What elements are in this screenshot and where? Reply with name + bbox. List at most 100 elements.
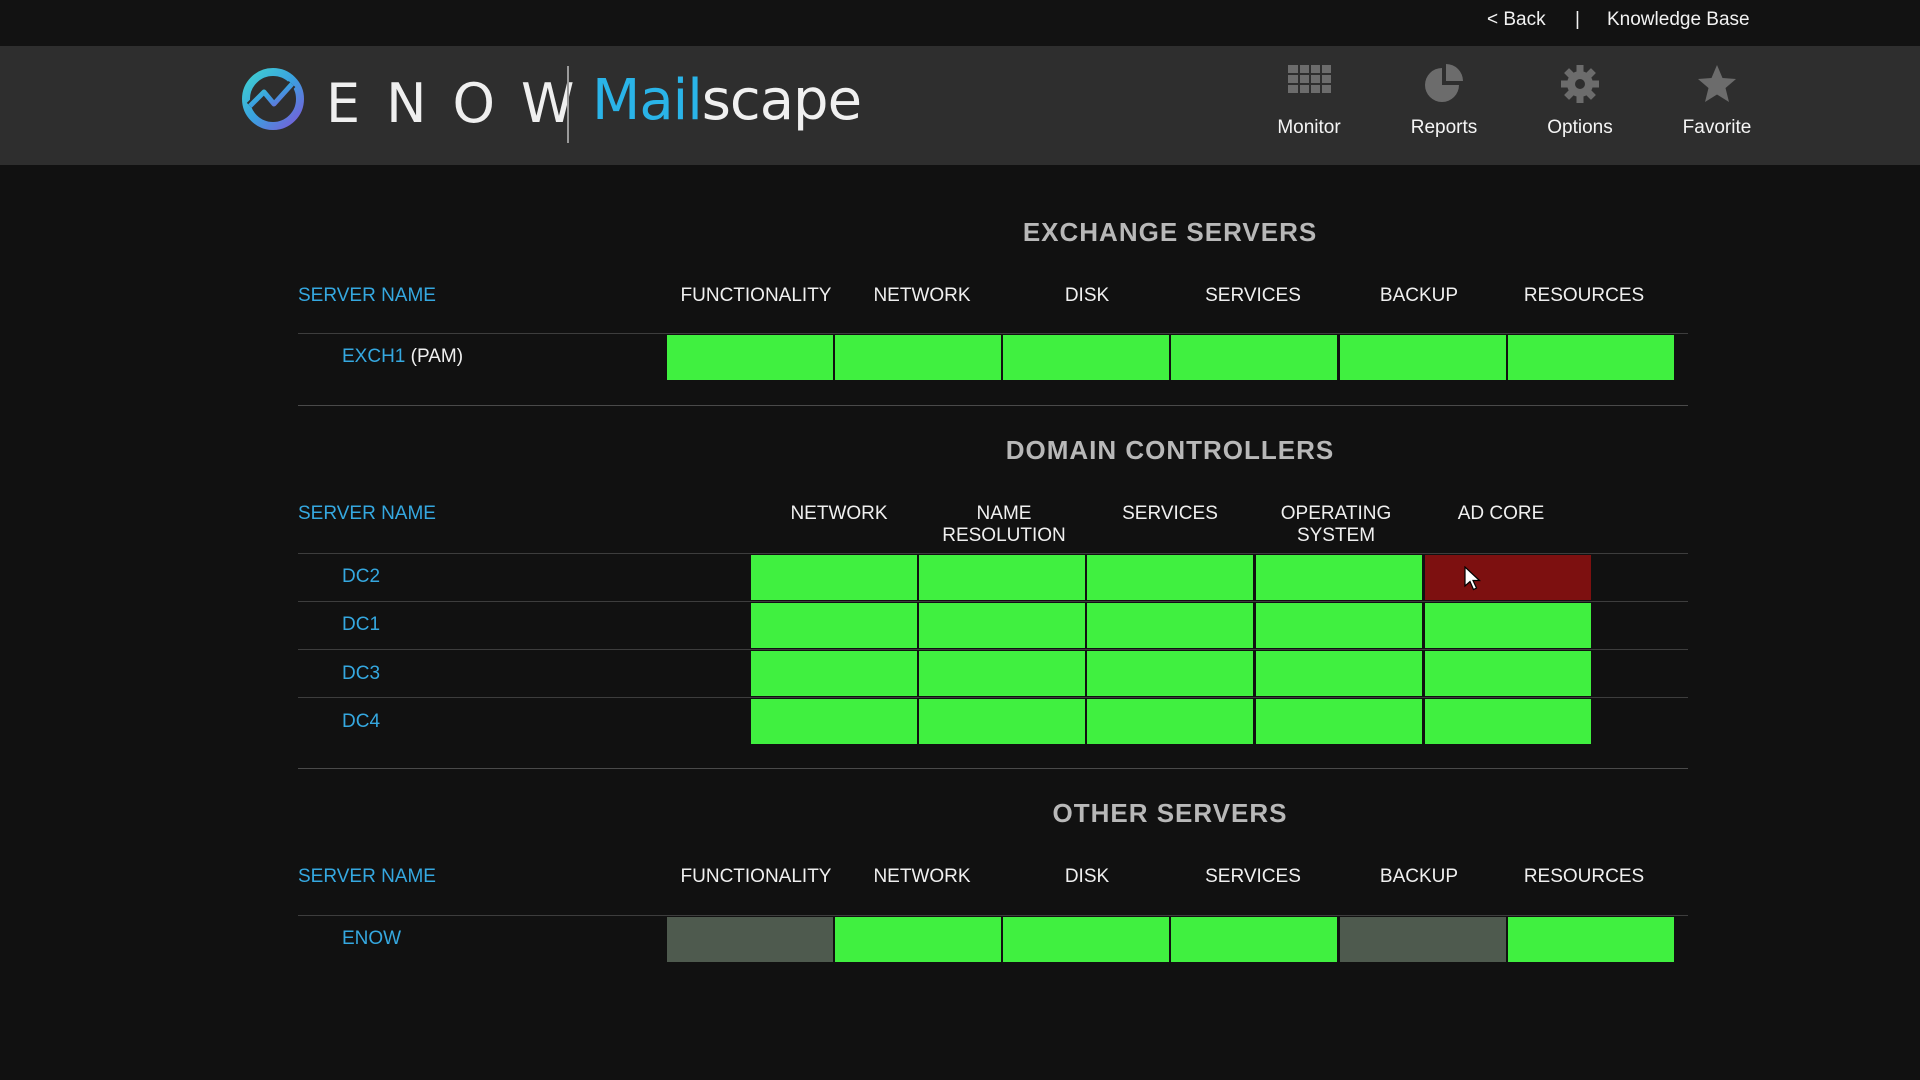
gear-icon: [1561, 65, 1599, 103]
dc1-network-status[interactable]: [751, 603, 917, 648]
grid-icon: [1288, 65, 1331, 93]
exchange-section-divider: [298, 405, 1688, 406]
dc2-services-status[interactable]: [1087, 555, 1253, 600]
other-server-name-header: SERVER NAME: [298, 866, 436, 887]
nav-favorite-label: Favorite: [1682, 117, 1752, 138]
exch1-resources-status[interactable]: [1508, 335, 1674, 380]
other-col-network: NETWORK: [873, 866, 971, 887]
domain-col-network: NETWORK: [749, 503, 929, 525]
dc1-name-resolution-status[interactable]: [919, 603, 1085, 648]
domain-col-name-resolution: NAME RESOLUTION: [914, 503, 1094, 547]
enow-disk-status[interactable]: [1003, 917, 1169, 962]
exchange-servers-title: EXCHANGE SERVERS: [1022, 217, 1318, 247]
star-icon: [1698, 65, 1736, 102]
exch1-backup-status[interactable]: [1340, 335, 1506, 380]
dc3-ad-core-status[interactable]: [1425, 651, 1591, 696]
dc2-ad-core-status[interactable]: [1425, 555, 1591, 600]
exchange-col-disk: DISK: [1064, 285, 1110, 306]
back-link[interactable]: < Back: [1487, 9, 1546, 30]
dc4-services-status[interactable]: [1087, 699, 1253, 744]
domain-col-ad-core-line1: AD CORE: [1457, 503, 1545, 524]
domain-controllers-title: DOMAIN CONTROLLERS: [1005, 435, 1335, 465]
product-name: Mailscape: [592, 68, 862, 133]
nav-options[interactable]: Options: [1525, 46, 1635, 165]
other-col-backup: BACKUP: [1379, 866, 1459, 887]
domain-col-operating-system-line1: OPERATING: [1280, 503, 1392, 524]
exchange-col-services: SERVICES: [1205, 285, 1301, 306]
enow-functionality-status[interactable]: [667, 917, 833, 962]
dc1-ad-core-status[interactable]: [1425, 603, 1591, 648]
server-role: (PAM): [410, 346, 464, 367]
exchange-server-name-header: SERVER NAME: [298, 285, 436, 306]
topbar-separator: |: [1575, 9, 1580, 30]
other-col-services: SERVICES: [1205, 866, 1301, 887]
enow-logo-icon: [242, 68, 304, 130]
server-row-enow[interactable]: ENOW: [342, 928, 402, 949]
nav-options-label: Options: [1547, 117, 1613, 138]
server-row-dc4[interactable]: DC4: [342, 711, 381, 732]
server-name: EXCH1: [342, 346, 406, 367]
exchange-col-resources: RESOURCES: [1523, 285, 1645, 306]
domain-col-services: SERVICES: [1080, 503, 1260, 525]
dc4-operating-system-status[interactable]: [1256, 699, 1422, 744]
dc2-operating-system-status[interactable]: [1256, 555, 1422, 600]
dc3-operating-system-status[interactable]: [1256, 651, 1422, 696]
dc1-services-status[interactable]: [1087, 603, 1253, 648]
server-row-dc2[interactable]: DC2: [342, 566, 381, 587]
exchange-header-divider: [298, 333, 1688, 334]
nav-monitor-label: Monitor: [1277, 117, 1341, 138]
domain-col-ad-core: AD CORE: [1411, 503, 1591, 525]
top-utility-bar: < Back | Knowledge Base: [0, 0, 1920, 46]
dc4-ad-core-status[interactable]: [1425, 699, 1591, 744]
domain-col-services-line1: SERVICES: [1122, 503, 1218, 524]
enow-resources-status[interactable]: [1508, 917, 1674, 962]
nav-monitor[interactable]: Monitor: [1254, 46, 1364, 165]
domain-section-divider: [298, 768, 1688, 769]
exch1-disk-status[interactable]: [1003, 335, 1169, 380]
product-name-part2: scape: [701, 68, 862, 133]
domain-col-network-line1: NETWORK: [790, 503, 888, 524]
exchange-col-network: NETWORK: [873, 285, 971, 306]
other-col-disk: DISK: [1064, 866, 1110, 887]
domain-server-name-header: SERVER NAME: [298, 503, 436, 524]
enow-services-status[interactable]: [1171, 917, 1337, 962]
row-divider: [298, 601, 1688, 602]
server-row-dc1[interactable]: DC1: [342, 614, 381, 635]
domain-header-divider: [298, 553, 1688, 554]
other-servers-title: OTHER SERVERS: [1052, 798, 1288, 828]
dc2-network-status[interactable]: [751, 555, 917, 600]
nav-reports-label: Reports: [1410, 117, 1478, 138]
dc4-network-status[interactable]: [751, 699, 917, 744]
app-header: ENOW Mailscape Monitor Reports: [0, 46, 1920, 165]
nav-reports[interactable]: Reports: [1389, 46, 1499, 165]
dc3-name-resolution-status[interactable]: [919, 651, 1085, 696]
domain-col-name-resolution-line2: RESOLUTION: [942, 525, 1066, 546]
mouse-pointer-icon: [1464, 566, 1482, 591]
exch1-network-status[interactable]: [835, 335, 1001, 380]
dc4-name-resolution-status[interactable]: [919, 699, 1085, 744]
exchange-col-functionality: FUNCTIONALITY: [680, 285, 832, 306]
product-name-part1: Mail: [592, 68, 703, 133]
enow-network-status[interactable]: [835, 917, 1001, 962]
domain-col-operating-system-line2: SYSTEM: [1296, 525, 1376, 546]
server-row-dc3[interactable]: DC3: [342, 663, 381, 684]
nav-favorite[interactable]: Favorite: [1662, 46, 1772, 165]
dc3-services-status[interactable]: [1087, 651, 1253, 696]
knowledge-base-link[interactable]: Knowledge Base: [1607, 9, 1750, 30]
company-name: ENOW: [326, 72, 601, 135]
domain-col-operating-system: OPERATING SYSTEM: [1246, 503, 1426, 547]
dc1-operating-system-status[interactable]: [1256, 603, 1422, 648]
row-divider: [298, 697, 1688, 698]
domain-col-name-resolution-line1: NAME: [976, 503, 1032, 524]
exch1-functionality-status[interactable]: [667, 335, 833, 380]
exchange-col-backup: BACKUP: [1379, 285, 1459, 306]
other-col-resources: RESOURCES: [1523, 866, 1645, 887]
dc3-network-status[interactable]: [751, 651, 917, 696]
logo-divider: [567, 66, 569, 143]
dc2-name-resolution-status[interactable]: [919, 555, 1085, 600]
server-row-exch1[interactable]: EXCH1 (PAM): [342, 346, 463, 368]
exch1-services-status[interactable]: [1171, 335, 1337, 380]
enow-backup-status[interactable]: [1340, 917, 1506, 962]
other-header-divider: [298, 915, 1688, 916]
other-col-functionality: FUNCTIONALITY: [680, 866, 832, 887]
